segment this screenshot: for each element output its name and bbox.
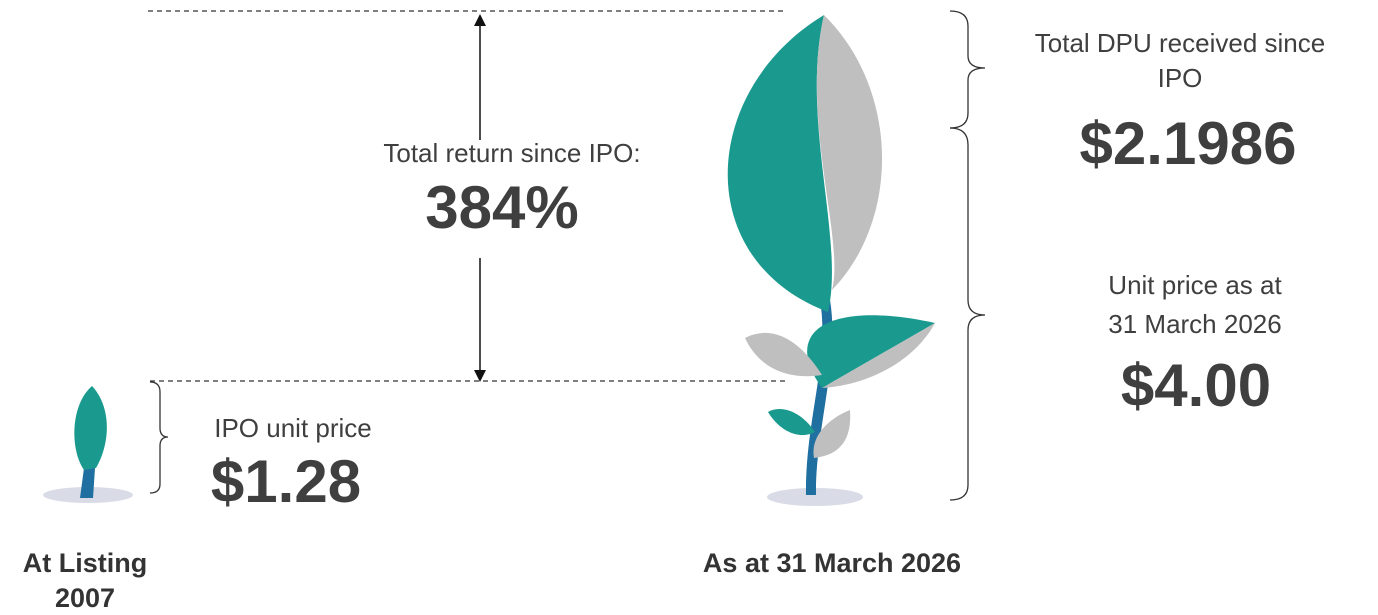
caption: 2007	[55, 583, 115, 613]
small-plant	[43, 386, 133, 503]
return-value: 384%	[425, 174, 578, 241]
dpu-brace	[949, 10, 986, 129]
dpu-value: $2.1986	[1080, 110, 1297, 177]
big-plant	[727, 15, 935, 506]
price-label: Unit price as at	[1108, 270, 1282, 300]
caption: As at 31 March 2026	[703, 548, 961, 578]
dpu-label: IPO	[1158, 63, 1203, 93]
ipo-value: $1.28	[211, 448, 361, 515]
return-label: Total return since IPO:	[383, 138, 640, 168]
ipo-label: IPO unit price	[214, 413, 372, 443]
price-label: 31 March 2026	[1108, 309, 1281, 339]
dpu-label: Total DPU received since	[1035, 28, 1325, 58]
price-value: $4.00	[1121, 352, 1271, 419]
caption: At Listing	[23, 548, 147, 578]
price-brace	[949, 127, 986, 501]
ipo-brace	[149, 381, 169, 494]
